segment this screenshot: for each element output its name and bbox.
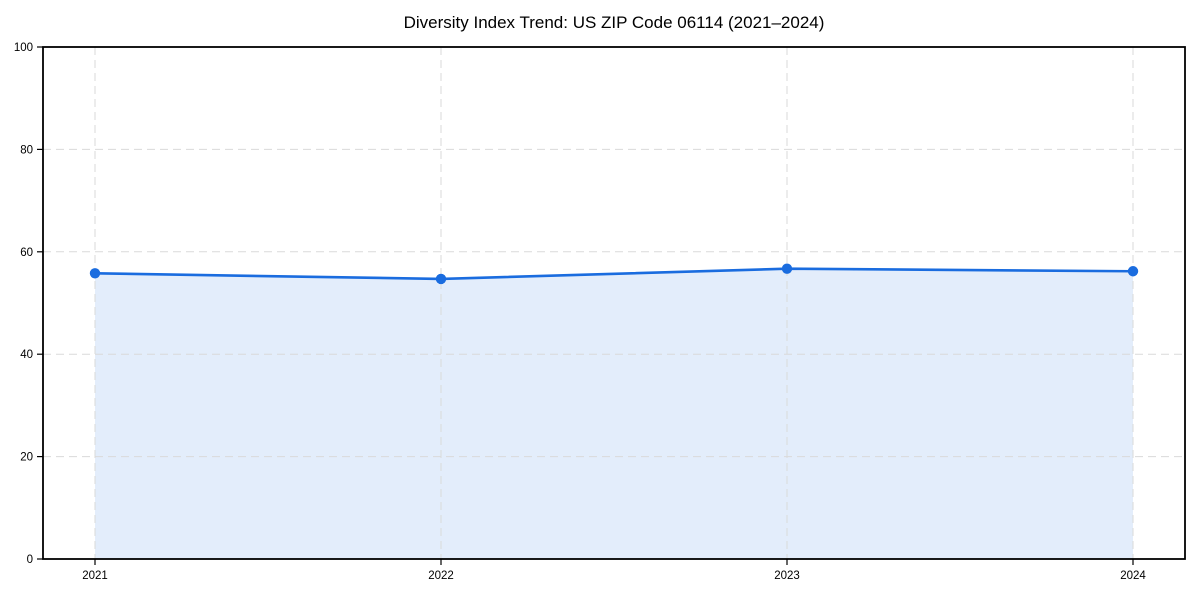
data-point-2022 (435, 273, 447, 285)
y-tick-label: 20 (20, 452, 33, 464)
data-point-2023 (781, 263, 793, 274)
y-tick-label: 0 (27, 554, 33, 566)
y-tick-label: 40 (20, 349, 33, 361)
y-tick-label: 80 (20, 144, 33, 156)
x-tick-label: 2021 (82, 570, 108, 582)
plot-area: 0 20 40 60 80 100 2021 2022 2023 2024 (14, 42, 1186, 582)
trend-line (93, 267, 1135, 281)
chart-title: Diversity Index Trend: US ZIP Code 06114… (404, 13, 825, 32)
x-tick-label: 2023 (774, 570, 800, 582)
x-tick-label: 2022 (428, 570, 454, 582)
data-point-2024 (1127, 266, 1139, 277)
x-tick-label: 2024 (1120, 570, 1146, 582)
area-fill (95, 268, 1133, 559)
plot-border (42, 46, 1186, 560)
y-tick-label: 100 (14, 42, 33, 54)
y-tick-label: 60 (20, 247, 33, 259)
data-point-2021 (89, 268, 101, 279)
